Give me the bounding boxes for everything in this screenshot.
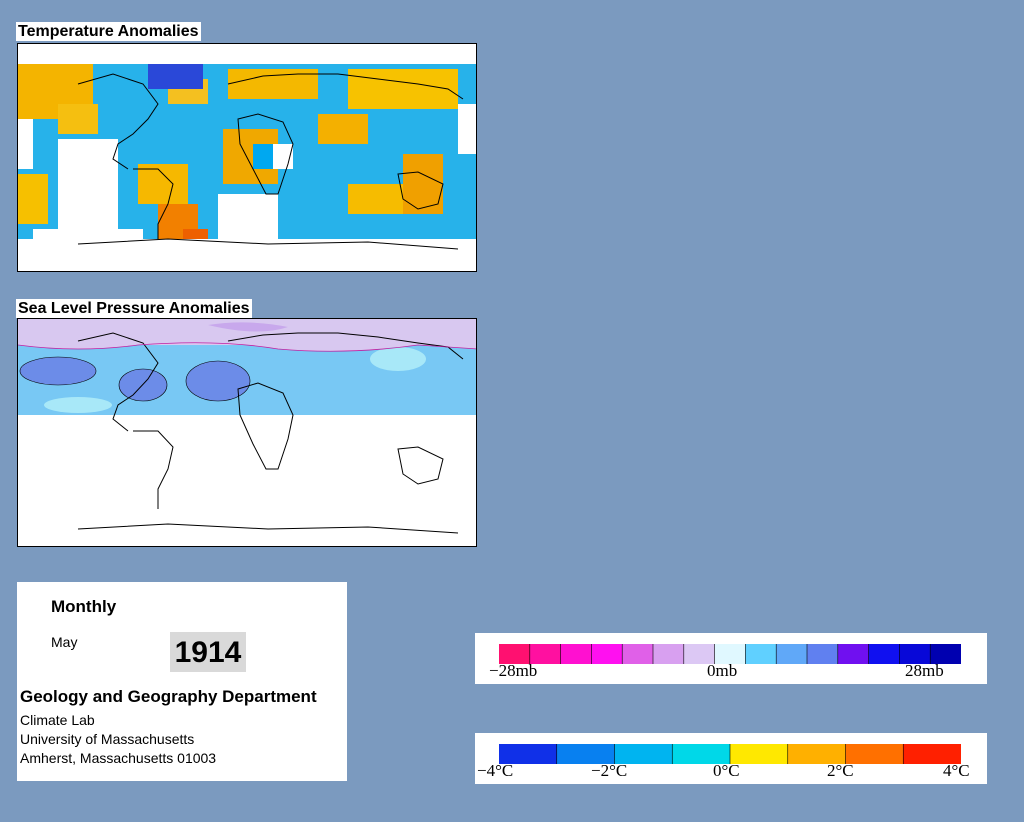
temp-scale-swatch xyxy=(499,744,558,764)
pressure-scale-swatch xyxy=(560,644,592,664)
temp-scale-swatch xyxy=(672,744,731,764)
pressure-scale-swatch xyxy=(868,644,900,664)
pressure-scale-swatch xyxy=(899,644,931,664)
temp-scale-swatch xyxy=(730,744,789,764)
temperature-color-scale xyxy=(499,744,961,764)
pressure-scale-swatch xyxy=(499,644,531,664)
temperature-map-title: Temperature Anomalies xyxy=(16,22,201,41)
temperature-anomaly-map xyxy=(17,43,477,272)
lab-name: Climate Lab xyxy=(20,712,95,728)
temp-scale-swatch xyxy=(845,744,904,764)
temp-scale-swatch xyxy=(614,744,673,764)
temp-label-plus2: 2°C xyxy=(827,761,854,780)
pressure-label-min: −28mb xyxy=(489,661,538,680)
pressure-scale-swatch xyxy=(683,644,716,664)
pressure-scale-swatch xyxy=(653,644,685,664)
pressure-scale-swatch xyxy=(591,644,623,664)
pressure-label-zero: 0mb xyxy=(707,661,738,680)
pressure-scale-swatch xyxy=(622,644,654,664)
info-panel: Monthly May 1914 Geology and Geography D… xyxy=(17,582,347,781)
pressure-map-title: Sea Level Pressure Anomalies xyxy=(16,299,252,318)
pressure-scale-swatch xyxy=(745,644,777,664)
temp-scale-swatch xyxy=(787,744,846,764)
year-label: 1914 xyxy=(170,632,246,672)
pressure-scale-swatch xyxy=(837,644,870,664)
temp-label-zero: 0°C xyxy=(713,761,740,780)
pressure-scale-swatch xyxy=(776,644,808,664)
period-label: Monthly xyxy=(51,597,117,616)
pressure-scale-swatch xyxy=(807,644,839,664)
pressure-legend: −28mb 0mb 28mb xyxy=(475,633,987,684)
temp-scale-swatch xyxy=(903,744,961,764)
department-name: Geology and Geography Department xyxy=(20,687,317,706)
address: Amherst, Massachusetts 01003 xyxy=(20,750,217,766)
pressure-scale-swatch xyxy=(930,644,961,664)
pressure-contours xyxy=(18,342,476,352)
pressure-scale-swatch xyxy=(714,644,746,664)
pressure-anomaly-map xyxy=(17,318,477,547)
temp-label-plus4: 4°C xyxy=(943,761,970,780)
month-label: May xyxy=(51,634,78,650)
pressure-label-max: 28mb xyxy=(905,661,944,680)
temperature-legend: −4°C −2°C 0°C 2°C 4°C xyxy=(475,733,987,784)
pressure-scale-swatch xyxy=(529,644,562,664)
university-name: University of Massachusetts xyxy=(20,731,195,747)
temp-scale-swatch xyxy=(556,744,615,764)
pressure-color-scale xyxy=(499,644,961,664)
coastline-outlines xyxy=(77,73,464,250)
pressure-anomaly-field xyxy=(18,319,476,546)
temp-label-minus4: −4°C xyxy=(477,761,514,780)
temp-label-minus2: −2°C xyxy=(591,761,628,780)
